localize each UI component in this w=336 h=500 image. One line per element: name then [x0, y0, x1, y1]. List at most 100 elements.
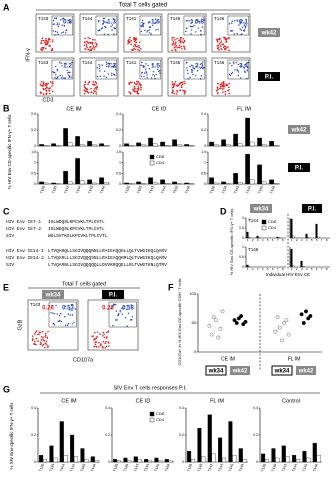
- x-tick-label: 2: [252, 267, 254, 271]
- event-dot: [99, 65, 101, 67]
- event-dot: [64, 32, 67, 34]
- bar: [172, 139, 177, 147]
- event-dot: [95, 86, 97, 89]
- event-dot: [103, 333, 105, 336]
- bar: [269, 141, 274, 147]
- event-dot: [133, 40, 136, 43]
- event-dot: [87, 37, 89, 39]
- event-dot: [191, 71, 193, 74]
- event-dot: [64, 62, 67, 64]
- bar: [75, 158, 80, 185]
- event-dot: [87, 42, 90, 44]
- event-dot: [192, 65, 194, 67]
- event-dot: [175, 49, 177, 52]
- gate: [95, 59, 118, 80]
- data-point: [207, 323, 212, 328]
- x-tick-label: T145: [257, 185, 264, 194]
- event-dot: [35, 343, 37, 346]
- y-tick-label: 0.4: [179, 406, 184, 410]
- event-dot: [231, 30, 234, 32]
- chart-title: SIV Env T cells responses P.I.: [113, 385, 187, 391]
- event-dot: [107, 73, 110, 75]
- y-tick-label: 0: [182, 460, 184, 464]
- event-dot: [240, 77, 242, 79]
- event-dot: [232, 61, 235, 63]
- event-dot: [233, 33, 236, 35]
- event-dot: [185, 27, 188, 30]
- sequence-name: HIV Env CE7-2: [6, 226, 41, 232]
- event-dot: [185, 20, 188, 22]
- event-dot: [106, 336, 108, 338]
- event-dot: [86, 88, 89, 91]
- event-dot: [135, 41, 138, 44]
- bar: [305, 233, 308, 239]
- y-tick-label: 0.5: [116, 171, 121, 175]
- data-point: [277, 325, 282, 330]
- event-dot: [107, 331, 110, 333]
- event-dot: [178, 39, 180, 42]
- data-point: [243, 319, 248, 324]
- event-dot: [117, 313, 120, 315]
- event-dot: [228, 49, 230, 52]
- axis-label: % HIV Env CE-specific IFN-γ+ T cells: [229, 209, 234, 276]
- bar: [117, 460, 122, 463]
- bar: [74, 456, 79, 463]
- event-dot: [60, 320, 63, 323]
- event-dot: [107, 342, 110, 344]
- event-dot: [142, 25, 144, 27]
- bar: [99, 177, 104, 185]
- event-dot: [114, 27, 117, 30]
- bar: [164, 182, 170, 185]
- event-dot: [179, 89, 182, 92]
- event-dot: [131, 49, 133, 51]
- event-dot: [91, 335, 93, 338]
- event-dot: [140, 88, 142, 91]
- event-dot: [187, 20, 189, 22]
- event-dot: [58, 315, 61, 317]
- event-dot: [56, 68, 59, 70]
- subject-label: T145: [170, 60, 181, 65]
- event-dot: [172, 89, 174, 91]
- event-dot: [119, 309, 121, 312]
- event-dot: [224, 90, 227, 93]
- event-dot: [172, 40, 175, 43]
- event-dot: [115, 304, 117, 306]
- bar: [154, 457, 159, 463]
- event-dot: [37, 333, 39, 336]
- event-dot: [218, 38, 220, 41]
- x-tick-label: T139: [136, 185, 143, 194]
- event-dot: [202, 67, 204, 70]
- event-dot: [154, 22, 156, 25]
- event-dot: [245, 24, 248, 26]
- event-dot: [137, 82, 139, 85]
- x-tick-label: 7: [277, 267, 279, 271]
- gate: [139, 15, 162, 36]
- event-dot: [193, 67, 196, 70]
- event-dot: [51, 85, 53, 87]
- x-tick-label: 7: [321, 267, 323, 271]
- event-dot: [40, 339, 43, 341]
- event-dot: [224, 38, 227, 41]
- event-dot: [240, 29, 242, 31]
- event-dot: [155, 21, 157, 24]
- bar: [59, 421, 64, 463]
- x-tick-label: 8: [282, 238, 284, 242]
- event-dot: [137, 48, 139, 51]
- event-dot: [131, 88, 134, 91]
- data-point: [236, 316, 241, 321]
- event-dot: [106, 22, 108, 24]
- event-dot: [173, 82, 176, 85]
- event-dot: [127, 43, 129, 45]
- bar: [53, 457, 58, 463]
- x-tick-label: T138: [38, 463, 45, 472]
- event-dot: [46, 336, 49, 339]
- gate: [108, 301, 137, 328]
- event-dot: [92, 81, 95, 83]
- flow-plot: [27, 299, 79, 351]
- y-tick-label: 0.4: [105, 406, 110, 410]
- event-dot: [127, 312, 130, 314]
- event-dot: [93, 88, 96, 90]
- event-dot: [105, 345, 108, 348]
- event-dot: [47, 344, 49, 347]
- event-dot: [191, 68, 193, 71]
